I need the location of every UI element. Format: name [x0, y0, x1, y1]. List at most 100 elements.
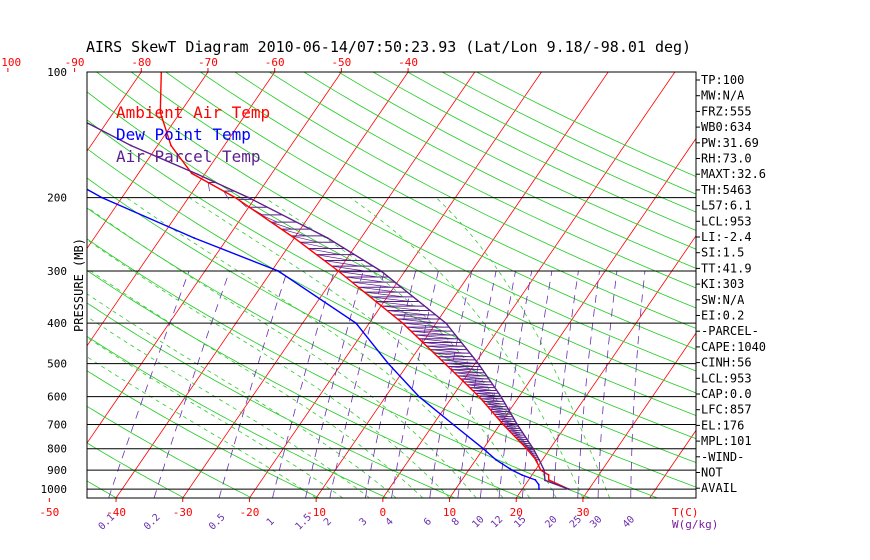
cape-hatch-diagonal [422, 342, 459, 347]
moist-adiabat-line [87, 206, 477, 498]
mixing-ratio-tick-label: 1 [265, 516, 277, 528]
pressure-tick-label: 1000 [41, 483, 68, 496]
plot-frame [86, 71, 697, 499]
isotherm-line [87, 72, 142, 152]
legend-dew-point-temp: Dew Point Temp [116, 125, 251, 144]
cape-hatch-diagonal [444, 362, 476, 367]
moist-adiabat-line [350, 197, 584, 498]
dew-point-temp-point [538, 488, 540, 491]
isotherm-line [515, 235, 696, 498]
air-parcel-temp-point [130, 144, 132, 147]
dew-point-temp-point [58, 173, 60, 175]
air-parcel-temp-point [532, 447, 535, 450]
index-item: TP:100 [701, 73, 744, 87]
cape-hatch-diagonal [324, 260, 361, 267]
index-item: KI:303 [701, 277, 744, 291]
isotherm-line [182, 72, 476, 498]
air-parcel-temp-profile [87, 122, 570, 490]
cape-hatch-diagonal [381, 305, 422, 311]
moist-adiabat-line [87, 316, 370, 498]
moist-adiabat-line [436, 197, 610, 498]
cape-hatch-diagonal [489, 408, 507, 413]
air-parcel-temp-point [568, 488, 570, 491]
dry-adiabat-line [338, 72, 696, 250]
mixing-ratio-tick-label: 40 [621, 514, 637, 530]
dry-adiabat-line [87, 177, 696, 488]
mixing-ratio-axis-label: W(g/kg) [672, 518, 718, 531]
moist-adiabat-line [87, 267, 424, 498]
dew-point-temp-point [387, 362, 390, 365]
moist-adiabat-line [87, 293, 397, 498]
cape-hatch-diagonal [500, 421, 514, 425]
cape-hatch-diagonal [441, 359, 474, 364]
pressure-tick-label: 600 [47, 391, 67, 404]
top-temp-tick-label: -70 [198, 56, 218, 69]
x-axis-label: T(C) [672, 506, 699, 519]
ambient-air-temp-point [534, 458, 537, 461]
cape-hatch-diagonal [457, 375, 485, 380]
mixing-ratio-line [329, 270, 385, 498]
index-item: CAP:0.0 [701, 387, 752, 401]
cape-hatch-diagonal [492, 411, 509, 415]
air-parcel-temp-point [66, 112, 68, 114]
air-parcel-temp-point [445, 322, 447, 325]
dry-adiabat-line [87, 238, 591, 498]
isotherm-line [87, 72, 342, 444]
dew-point-temp-point [355, 322, 357, 325]
cape-hatch-diagonal [352, 281, 392, 288]
ambient-air-temp-point [159, 111, 162, 114]
index-item: LFC:857 [701, 403, 752, 417]
index-item: MAXT:32.6 [701, 167, 766, 181]
cape-hatch-diagonal [483, 401, 503, 405]
index-item: RH:73.0 [701, 152, 752, 166]
dry-adiabat-line [442, 72, 696, 195]
cape-hatch-diagonal [331, 265, 370, 272]
air-parcel-temp-point [543, 469, 545, 471]
isotherm-line [249, 72, 542, 498]
cape-hatch-diagonal [345, 276, 385, 283]
mixing-ratio-tick-label: 12 [489, 514, 505, 530]
cape-hatch-diagonal [469, 387, 493, 391]
ambient-air-temp-point [337, 270, 340, 272]
cape-hatch-diagonal [386, 310, 428, 316]
bottom-temp-tick-label: 20 [510, 506, 523, 519]
bottom-temp-tick-label: -20 [240, 506, 260, 519]
mixing-ratio-line [272, 270, 335, 498]
dry-adiabat-line [87, 119, 696, 440]
index-item: LCL:953 [701, 371, 752, 385]
ambient-air-temp-point [234, 196, 237, 199]
cape-hatch-diagonal [406, 326, 447, 332]
air-parcel-temp-point [544, 479, 546, 482]
cape-hatch-diagonal [472, 390, 495, 394]
cape-hatch-diagonal [454, 372, 483, 377]
pressure-tick-label: 500 [47, 358, 67, 371]
index-item: -PARCEL- [701, 324, 759, 338]
cape-hatch-diagonal [364, 291, 405, 298]
cape-hatch-diagonal [480, 398, 501, 402]
isotherm-line [115, 72, 409, 498]
isotherm-line [315, 72, 609, 498]
cape-hatch-diagonal [498, 418, 513, 422]
cape-hatch-diagonal [430, 349, 465, 354]
top-temp-tick-label: -50 [331, 56, 351, 69]
profile-lines [58, 72, 570, 491]
dry-adiabat-line [407, 72, 696, 213]
dry-adiabat-line [476, 72, 696, 177]
cape-hatch-diagonal [415, 334, 453, 340]
cape-hatch-diagonal [451, 369, 481, 374]
y-axis-label: PRESSURE (MB) [72, 238, 86, 332]
dew-point-temp-point [193, 237, 196, 239]
cape-hatch-diagonal [418, 338, 456, 343]
axis-labels: 1002003004005006007008009001000-120-110-… [0, 56, 637, 533]
air-parcel-temp-point [196, 173, 199, 176]
mixing-ratio-line [630, 270, 646, 498]
dew-point-temp-point [418, 395, 420, 398]
mixing-ratio-tick-label: 4 [384, 516, 396, 528]
cape-hatch-diagonal [299, 241, 331, 249]
ambient-air-temp-point [547, 474, 550, 476]
bottom-temp-tick-label: 30 [576, 506, 589, 519]
cape-hatch-diagonal [487, 406, 506, 410]
pressure-tick-label: 800 [47, 443, 67, 456]
mixing-ratio-line [218, 270, 288, 498]
